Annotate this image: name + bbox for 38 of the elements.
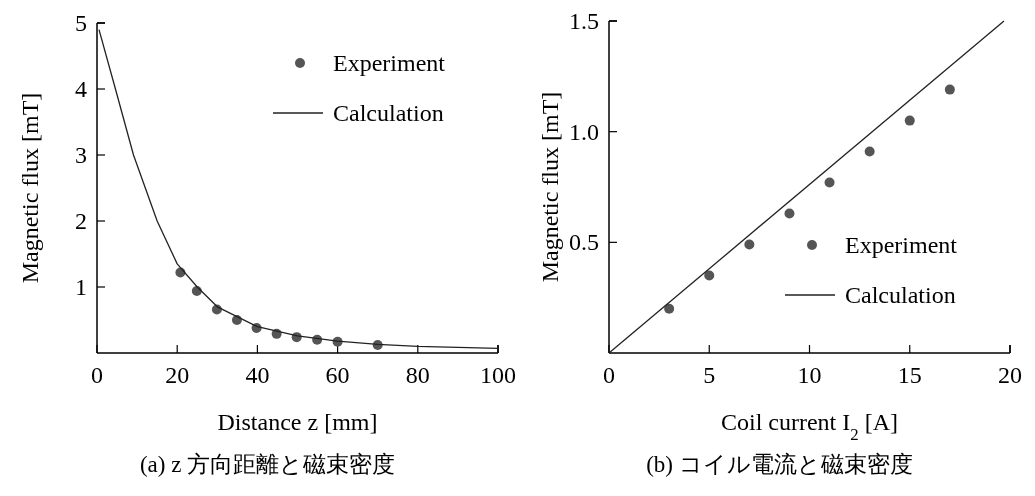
x-axis-title: Distance z [mm] [217, 409, 378, 435]
legend-label: Experiment [845, 232, 958, 258]
x-tick-label: 20 [998, 362, 1022, 388]
x-tick-label: 0 [603, 362, 615, 388]
point [944, 84, 955, 95]
x-tick-label: 0 [91, 362, 103, 388]
y-tick-label: 1.5 [569, 8, 599, 34]
text: (a) z 方向距離と磁束密度 [139, 452, 396, 477]
legend-label: Calculation [333, 100, 444, 126]
y-tick-label: 4 [75, 76, 87, 102]
x-tick-label: 40 [245, 362, 270, 388]
point [704, 270, 715, 281]
y-tick-label: 1.0 [569, 118, 599, 145]
x-tick-label: 80 [405, 362, 430, 388]
y-tick-label: 3 [75, 142, 87, 168]
point [744, 239, 755, 250]
text: (b) コイル電流と磁束密度 [646, 452, 913, 477]
x-tick-label: 20 [165, 362, 190, 388]
x-tick-label: 10 [797, 362, 822, 388]
legend-label: Experiment [333, 50, 446, 76]
y-tick-label: 5 [75, 10, 87, 36]
x-tick-label: 100 [480, 362, 516, 388]
legend-label: Calculation [845, 282, 956, 308]
y-tick-label: 0.5 [569, 229, 599, 256]
x-axis-title: Coil current I$_{2}$ [A] [720, 409, 899, 444]
y-axis-title: Magnetic flux [mT] [17, 92, 43, 284]
x-tick-label: 60 [325, 362, 350, 388]
point [824, 177, 835, 188]
point [864, 146, 875, 157]
x-tick-label: 15 [897, 362, 922, 388]
y-axis-title: Magnetic flux [mT] [537, 91, 563, 283]
point [664, 303, 675, 314]
y-tick-label: 2 [75, 208, 87, 234]
x-tick-label: 5 [703, 362, 716, 388]
point [784, 208, 795, 219]
line-series [98, 28, 499, 350]
point [904, 115, 915, 126]
y-tick-label: 1 [75, 274, 87, 300]
